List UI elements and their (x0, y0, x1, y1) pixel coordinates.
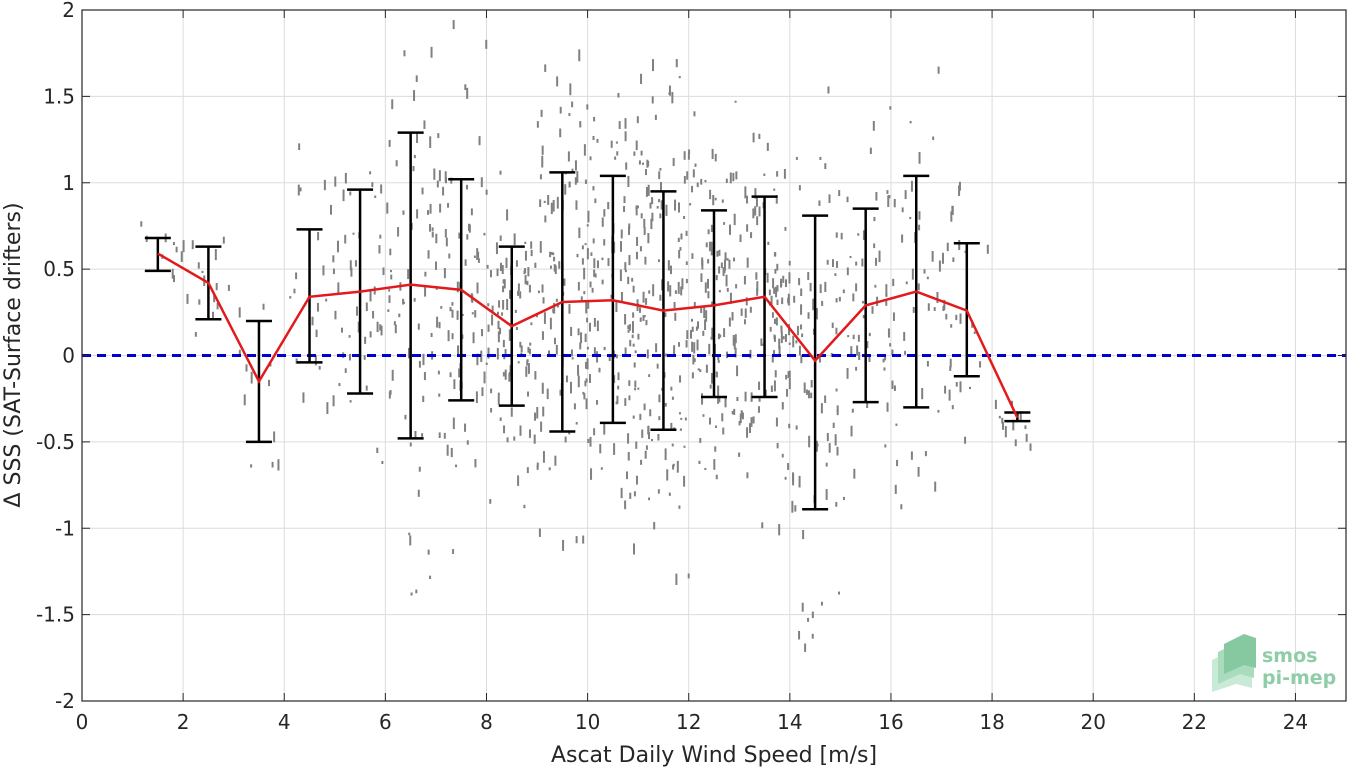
y-tick-label: 2 (62, 0, 75, 22)
x-tick-label: 8 (480, 710, 493, 734)
x-tick-label: 18 (979, 710, 1004, 734)
x-tick-labels: 0 2 4 6 8 10 12 14 16 18 20 22 24 (76, 710, 1309, 734)
logo-line2: pi-mep (1262, 667, 1336, 689)
logo-line1: smos (1262, 645, 1317, 667)
y-tick-label: 1.5 (43, 84, 75, 108)
y-tick-label: -1 (55, 516, 75, 540)
x-tick-label: 22 (1182, 710, 1207, 734)
y-tick-label: -0.5 (36, 430, 75, 454)
y-tick-labels: -2 -1.5 -1 -0.5 0 0.5 1 1.5 2 (36, 0, 75, 713)
x-tick-label: 20 (1080, 710, 1105, 734)
x-tick-label: 14 (777, 710, 802, 734)
y-tick-label: 0.5 (43, 257, 75, 281)
x-tick-label: 24 (1283, 710, 1308, 734)
smos-pi-mep-logo: smos pi-mep (1212, 634, 1336, 692)
y-axis-label: Δ SSS (SAT-Surface drifters) (1, 202, 26, 507)
error-bar (701, 209, 727, 399)
x-tick-label: 10 (575, 710, 600, 734)
y-tick-label: 1 (62, 171, 75, 195)
scatter-points (140, 20, 1032, 652)
y-tick-label: -2 (55, 689, 75, 713)
x-tick-label: 16 (878, 710, 903, 734)
axis-ticks (81, 9, 1346, 702)
x-tick-label: 12 (676, 710, 701, 734)
mean-series-line (157, 252, 1019, 419)
x-tick-label: 2 (177, 710, 190, 734)
y-tick-label: 0 (62, 344, 75, 368)
logo-icon (1212, 634, 1256, 692)
y-tick-label: -1.5 (36, 603, 75, 627)
x-axis-label: Ascat Daily Wind Speed [m/s] (551, 743, 877, 768)
x-tick-label: 6 (379, 710, 392, 734)
x-tick-label: 4 (278, 710, 291, 734)
x-tick-label: 0 (76, 710, 89, 734)
